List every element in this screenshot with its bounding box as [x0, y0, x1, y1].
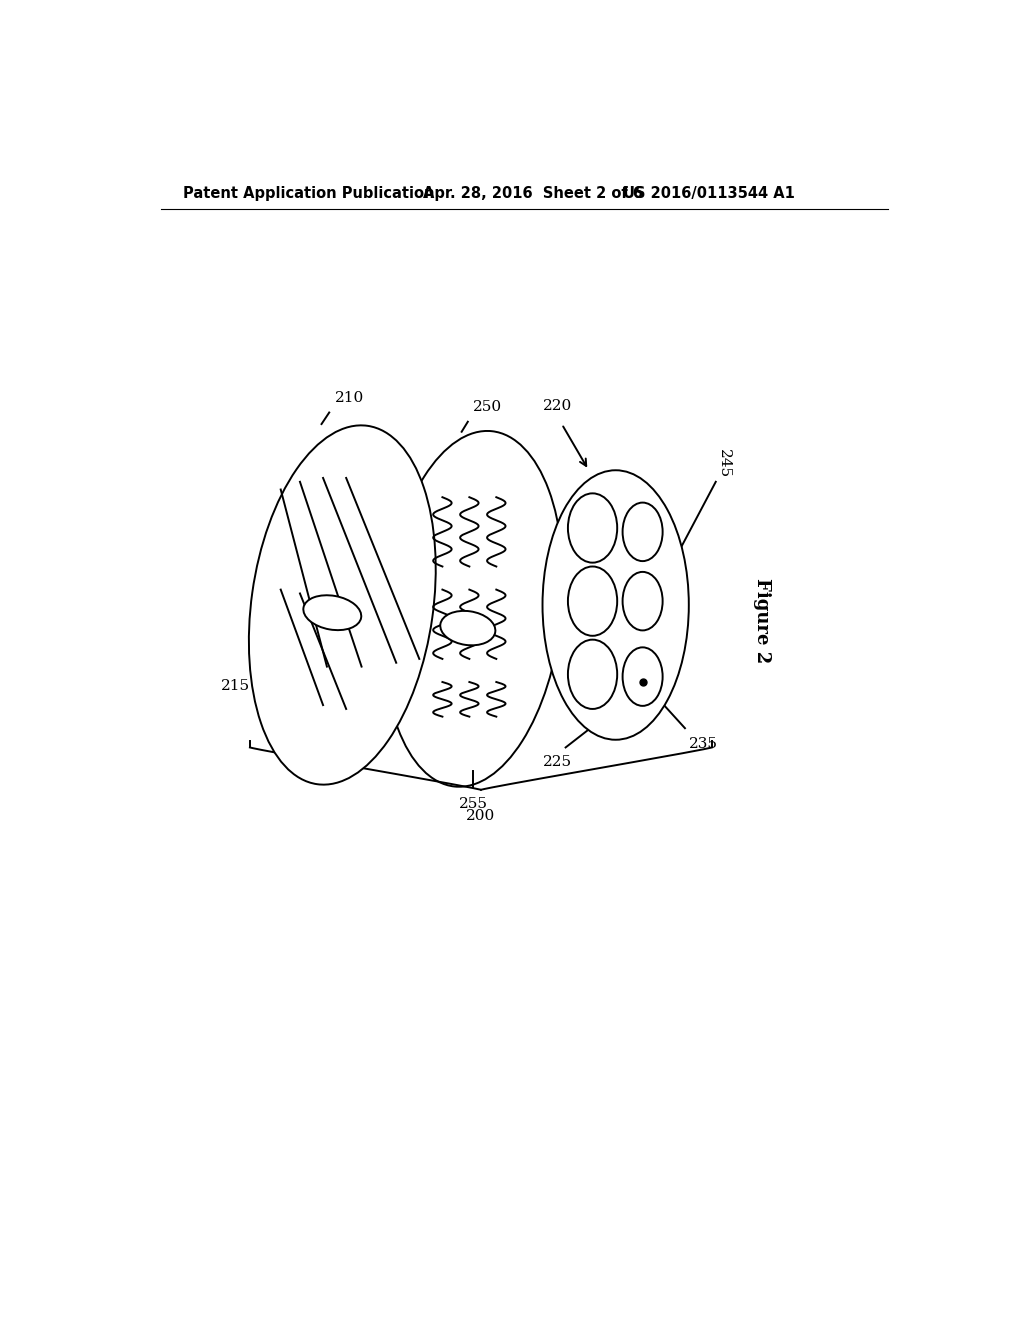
- Ellipse shape: [440, 611, 496, 645]
- Ellipse shape: [568, 566, 617, 636]
- Text: 210: 210: [335, 391, 364, 405]
- Text: Apr. 28, 2016  Sheet 2 of 6: Apr. 28, 2016 Sheet 2 of 6: [423, 186, 643, 201]
- Text: US 2016/0113544 A1: US 2016/0113544 A1: [624, 186, 796, 201]
- Text: 235: 235: [689, 738, 718, 751]
- Ellipse shape: [568, 494, 617, 562]
- Ellipse shape: [543, 470, 689, 739]
- Text: 225: 225: [544, 755, 572, 770]
- Ellipse shape: [623, 572, 663, 631]
- Text: 250: 250: [473, 400, 503, 414]
- Text: 220: 220: [544, 399, 572, 412]
- Ellipse shape: [249, 425, 436, 784]
- Text: 255: 255: [459, 797, 487, 812]
- Ellipse shape: [623, 503, 663, 561]
- Text: 245: 245: [717, 449, 731, 478]
- Ellipse shape: [303, 595, 361, 630]
- Text: Figure 2: Figure 2: [753, 578, 771, 663]
- Ellipse shape: [568, 640, 617, 709]
- Text: 215: 215: [221, 678, 250, 693]
- Ellipse shape: [383, 430, 563, 787]
- Text: 200: 200: [466, 809, 496, 824]
- Ellipse shape: [623, 647, 663, 706]
- Text: Patent Application Publication: Patent Application Publication: [183, 186, 434, 201]
